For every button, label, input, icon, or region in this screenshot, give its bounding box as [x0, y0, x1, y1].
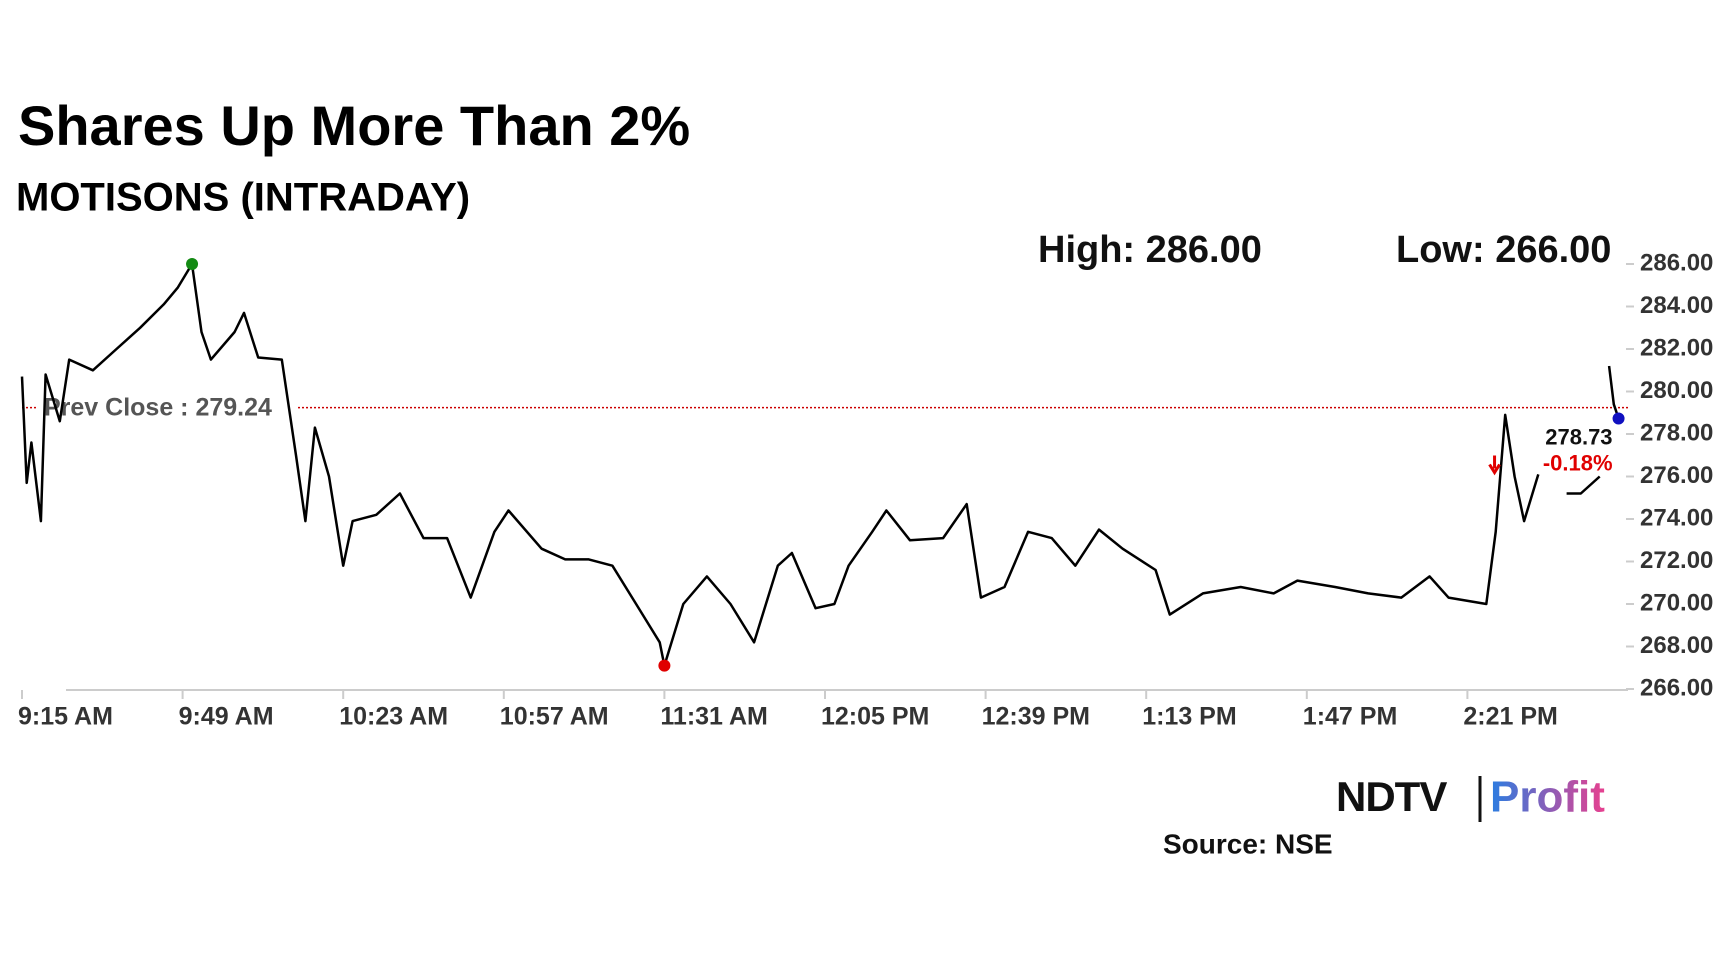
x-tick-label: 2:21 PM [1463, 703, 1557, 731]
plot: 9:15 AM 9:49 AM 10:23 AM 10:57 AM 11:31 AM 12… [18, 249, 1713, 730]
x-tick-label: 1:47 PM [1303, 703, 1397, 731]
y-tick-label: 280.00 [1640, 377, 1713, 404]
y-tick-label: 274.00 [1640, 504, 1713, 531]
change-arrow [1488, 455, 1501, 476]
x-tick-label: 12:39 PM [982, 703, 1090, 731]
logo-product: Profit [1490, 773, 1605, 822]
y-tick-label: 284.00 [1640, 292, 1713, 319]
y-tick-label: 282.00 [1640, 334, 1713, 361]
y-tick-label: 266.00 [1640, 674, 1713, 701]
prev-close-label-bg [36, 389, 298, 426]
x-tick-label: 12:05 PM [821, 703, 929, 731]
high-text: High: 286.00 [1038, 229, 1262, 271]
source: Source: NSE [1163, 828, 1333, 859]
change-label: -0.18% [1543, 450, 1613, 475]
y-tick-label: 272.00 [1640, 547, 1713, 574]
x-tick-label: 10:57 AM [500, 703, 609, 731]
logo-brand: NDTV [1336, 773, 1447, 820]
prev-close-label: Prev Close : 279.24 [44, 393, 272, 421]
y-tick-label: 270.00 [1640, 589, 1713, 616]
chart-title: Shares Up More Than 2% [18, 94, 690, 157]
x-tick-label: 1:13 PM [1142, 703, 1236, 731]
x-tick-label: 9:15 AM [18, 703, 113, 731]
high-marker [186, 258, 199, 270]
low-marker [658, 659, 671, 672]
y-tick-label: 278.00 [1640, 419, 1713, 446]
chart-subtitle: MOTISONS (INTRADAY) [16, 176, 470, 220]
last-marker [1612, 412, 1625, 425]
y-tick-label: 286.00 [1640, 249, 1713, 276]
low-text: Low: 266.00 [1396, 229, 1611, 271]
x-tick-label: 10:23 AM [339, 703, 448, 731]
x-tick-label: 9:49 AM [179, 703, 274, 731]
y-tick-label: 276.00 [1640, 462, 1713, 489]
last-value-label: 278.73 [1545, 424, 1612, 449]
x-tick-label: 11:31 AM [660, 703, 767, 731]
y-tick-label: 268.00 [1640, 632, 1713, 659]
